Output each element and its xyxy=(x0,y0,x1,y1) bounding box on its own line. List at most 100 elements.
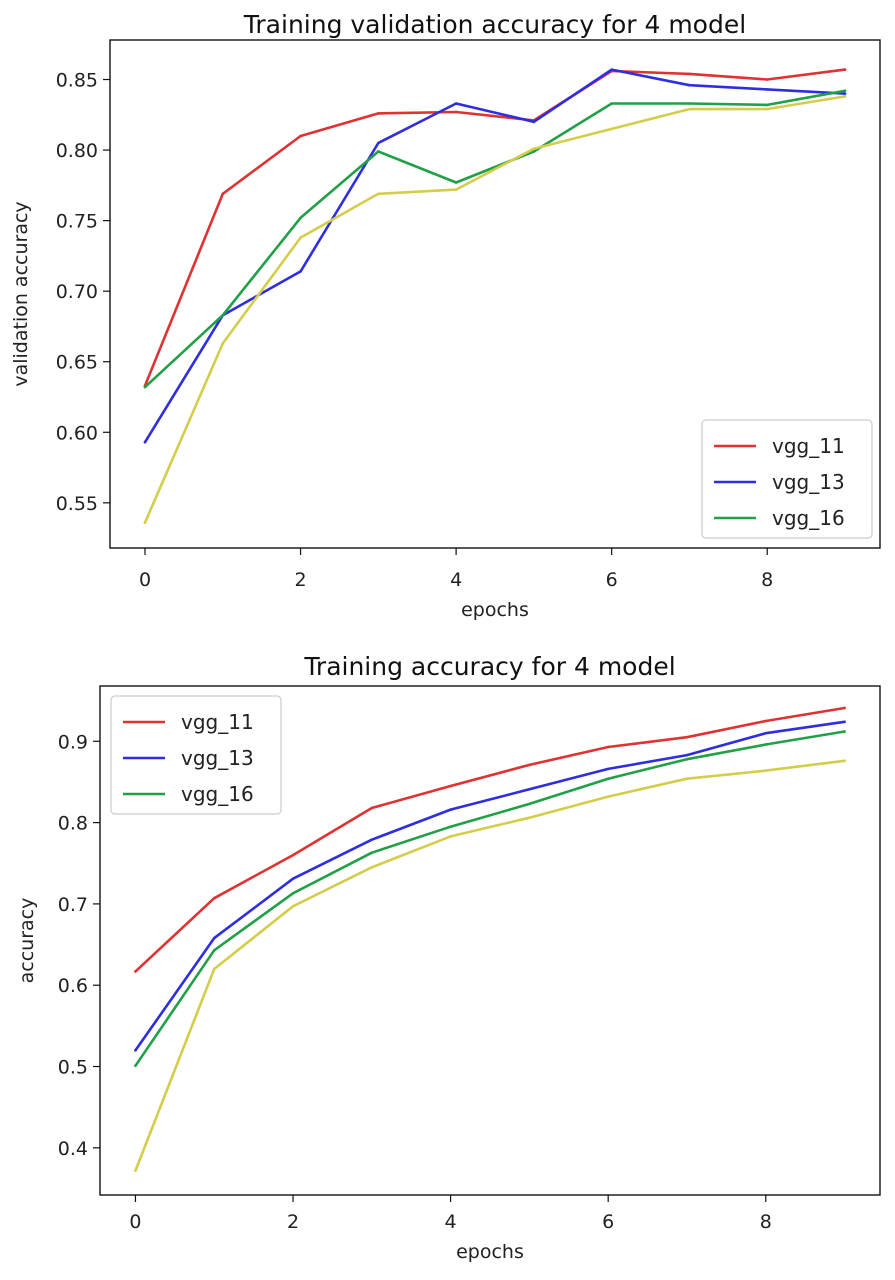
data-point xyxy=(606,795,610,798)
x-tick-label: 6 xyxy=(602,1211,614,1233)
data-point xyxy=(212,948,216,952)
y-tick-label: 0.4 xyxy=(58,1138,88,1160)
data-point xyxy=(685,735,689,739)
data-point xyxy=(212,896,216,900)
data-point xyxy=(134,1048,137,1052)
data-point xyxy=(685,777,689,780)
x-tick-label: 2 xyxy=(295,569,307,591)
data-point xyxy=(610,68,613,71)
y-tick-label: 0.60 xyxy=(56,422,98,444)
data-point xyxy=(685,757,689,761)
data-point xyxy=(606,767,610,771)
data-point xyxy=(134,1169,137,1172)
data-point xyxy=(688,83,691,87)
data-point xyxy=(291,905,295,908)
y-tick-label: 0.85 xyxy=(56,70,98,92)
data-point xyxy=(370,806,374,810)
legend-box xyxy=(110,695,282,815)
data-point xyxy=(454,102,458,105)
legend-label: vgg_13 xyxy=(772,470,845,494)
data-point xyxy=(299,134,302,138)
x-tick-label: 4 xyxy=(450,569,462,591)
data-point xyxy=(291,892,295,895)
y-tick-label: 0.6 xyxy=(58,975,88,997)
y-tick-label: 0.7 xyxy=(58,894,88,916)
y-tick-label: 0.80 xyxy=(56,140,98,162)
data-point xyxy=(454,110,458,114)
data-point xyxy=(299,236,302,239)
data-point xyxy=(843,68,847,71)
legend-label: vgg_11 xyxy=(772,434,845,458)
data-point xyxy=(377,192,380,196)
training-accuracy-chart: Training accuracy for 4 model 0 2 4 6 8 0.4 0.5… xyxy=(16,652,881,1263)
series-line-vgg-13 xyxy=(143,68,847,444)
legend-label: vgg_11 xyxy=(181,710,254,734)
data-point xyxy=(685,753,689,757)
data-point xyxy=(528,787,531,791)
data-point xyxy=(454,181,458,184)
data-point xyxy=(610,102,613,105)
data-point xyxy=(528,802,531,806)
series-line-vgg-16 xyxy=(143,89,847,389)
data-point xyxy=(843,89,847,93)
data-point xyxy=(606,777,610,780)
series-line-unlabeled xyxy=(134,759,846,1172)
chart-title: Training accuracy for 4 model xyxy=(303,652,675,681)
legend-box xyxy=(701,419,873,539)
data-point xyxy=(843,95,847,98)
legend-label: vgg_16 xyxy=(181,782,254,806)
x-axis-label: epochs xyxy=(456,1241,524,1263)
data-point xyxy=(610,127,613,131)
legend-label: vgg_13 xyxy=(181,746,254,770)
data-point xyxy=(764,769,768,772)
data-point xyxy=(606,745,610,749)
data-point xyxy=(134,970,137,973)
x-tick-label: 4 xyxy=(445,1211,457,1233)
data-point xyxy=(532,150,536,153)
data-point xyxy=(212,936,216,940)
data-point xyxy=(370,851,374,854)
plot-frame xyxy=(99,685,881,1196)
data-point xyxy=(454,188,458,191)
data-point xyxy=(143,440,147,444)
data-point xyxy=(370,838,374,841)
data-point xyxy=(449,825,452,828)
data-point xyxy=(299,270,302,273)
data-point xyxy=(843,730,846,733)
data-point xyxy=(688,72,691,76)
data-point xyxy=(765,88,769,91)
x-tick-label: 8 xyxy=(760,1211,772,1233)
chart-title: Training validation accuracy for 4 model xyxy=(243,10,746,39)
plot-frame xyxy=(109,39,881,549)
y-tick-label: 0.70 xyxy=(56,281,98,303)
data-point xyxy=(449,835,452,838)
data-point xyxy=(532,147,536,150)
data-point xyxy=(377,141,380,145)
data-point xyxy=(764,719,768,723)
data-point xyxy=(299,216,302,220)
x-axis-label: epochs xyxy=(461,599,529,621)
data-point xyxy=(143,521,147,524)
data-point xyxy=(843,720,846,724)
y-axis-label: validation accuracy xyxy=(10,201,32,386)
data-point xyxy=(843,92,847,95)
data-point xyxy=(528,763,531,767)
data-point xyxy=(532,120,536,124)
data-point xyxy=(134,1064,137,1068)
x-tick-label: 2 xyxy=(287,1211,299,1233)
y-tick-label: 0.8 xyxy=(58,813,88,835)
validation-accuracy-chart: Training validation accuracy for 4 model… xyxy=(10,10,881,621)
data-point xyxy=(221,313,225,317)
x-tick-label: 8 xyxy=(761,569,773,591)
data-point xyxy=(688,107,691,111)
y-tick-label: 0.9 xyxy=(58,731,88,753)
data-point xyxy=(291,877,295,881)
data-point xyxy=(221,192,225,196)
data-point xyxy=(765,103,769,107)
x-tick-label: 0 xyxy=(129,1211,141,1233)
x-tick-label: 6 xyxy=(606,569,618,591)
data-point xyxy=(377,112,380,115)
y-tick-label: 0.75 xyxy=(56,211,98,233)
x-tick-label: 0 xyxy=(139,569,151,591)
data-point xyxy=(843,759,846,763)
